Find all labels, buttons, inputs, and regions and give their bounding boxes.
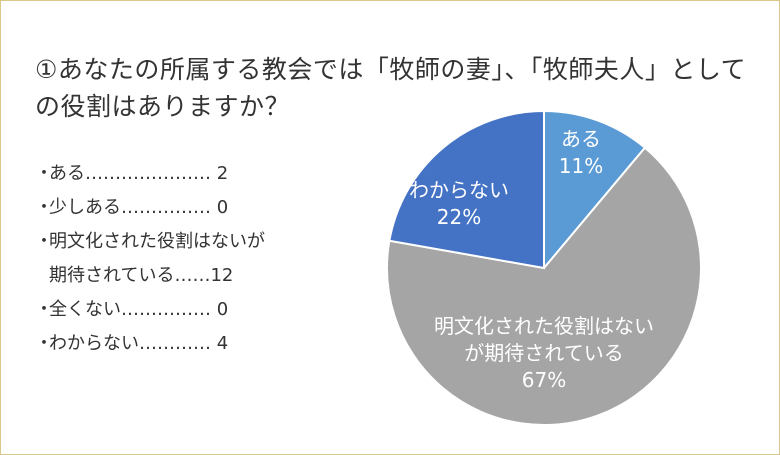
answer-item-wakaranai: ・わからない………… 4 bbox=[35, 327, 265, 361]
slice-label-2: わからない 22% bbox=[409, 178, 509, 229]
answer-count: 12 bbox=[210, 265, 234, 286]
slice-label-line: 11% bbox=[559, 154, 603, 178]
pie-slice-1 bbox=[386, 146, 702, 426]
answer-label-cont: 期待されている…… bbox=[49, 265, 211, 286]
slice-label-1: 明文化された役割はないが期待されている 67% bbox=[434, 314, 654, 392]
slice-label-line: 22% bbox=[437, 205, 481, 229]
answer-item-sukoshi-aru: ・少しある…………… 0 bbox=[35, 191, 265, 225]
answer-item-aru: ・ある………………… 2 bbox=[35, 157, 265, 191]
slice-label-line: わからない bbox=[409, 178, 509, 202]
bullet: ・ bbox=[35, 299, 53, 320]
answer-item-kitai: ・明文化された役割はないが 期待されている……12 bbox=[35, 225, 265, 293]
bullet: ・ bbox=[35, 197, 53, 218]
answer-count: 0 bbox=[216, 197, 229, 218]
slice-label-line: 明文化された役割はない bbox=[434, 314, 654, 338]
answer-label: わからない………… bbox=[49, 333, 217, 354]
chart-title: ①あなたの所属する教会では「牧師の妻」、「牧師夫人」としての役割はありますか？ bbox=[35, 55, 747, 121]
answer-label-line2: 期待されている……12 bbox=[35, 259, 265, 293]
pie-slice-2 bbox=[388, 109, 545, 270]
bullet: ・ bbox=[35, 163, 53, 184]
answer-label: 明文化された役割はないが bbox=[49, 231, 265, 252]
answer-label: 全くない…………… bbox=[49, 299, 217, 320]
answer-list: ・ある………………… 2 ・少しある…………… 0 ・明文化された役割はないが … bbox=[35, 157, 265, 361]
slice-label-line: 67% bbox=[522, 368, 566, 392]
answer-count: 0 bbox=[216, 299, 229, 320]
answer-label: 少しある…………… bbox=[49, 197, 217, 218]
pie-slice-0 bbox=[543, 109, 647, 271]
bullet: ・ bbox=[35, 333, 53, 354]
slice-label-0: ある 11% bbox=[559, 127, 603, 178]
answer-label: ある………………… bbox=[49, 163, 217, 184]
answer-item-mattaku-nai: ・全くない…………… 0 bbox=[35, 293, 265, 327]
bullet: ・ bbox=[35, 231, 53, 252]
answer-count: 4 bbox=[216, 333, 229, 354]
slice-label-line: ある bbox=[561, 127, 601, 151]
answer-count: 2 bbox=[216, 163, 229, 184]
slice-label-line: が期待されている bbox=[464, 341, 623, 365]
